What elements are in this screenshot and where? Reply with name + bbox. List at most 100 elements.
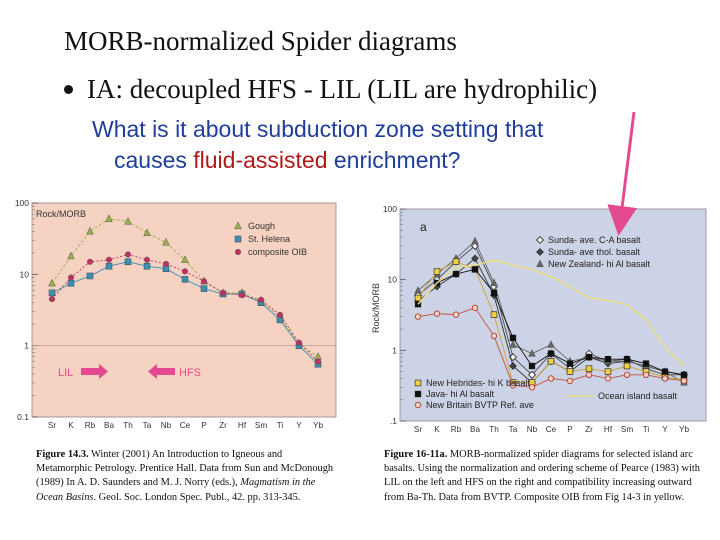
hfs-label: HFS <box>179 367 201 379</box>
x-tick-label-y: Y <box>662 425 668 434</box>
data-point-composite-oib-rb <box>86 258 94 265</box>
data-point-java-hi-al-basalt-rb <box>452 270 460 278</box>
panel-label: a <box>420 220 427 234</box>
data-point-new-hebrides-hi-k-basalt-hf <box>604 368 612 375</box>
arc-basalt-spider-diagram: 100 10 1 .1 Rock/MORB Sr K Rb Ba Th Ta Nb Ce P Zr Hf Sm T… <box>371 204 707 434</box>
data-point-new-britain-bvtp-ref-ave-ti <box>642 371 650 378</box>
data-point-composite-oib-zr <box>219 289 227 296</box>
x-tick-label-th: Th <box>123 421 133 429</box>
x-tick-label-k: K <box>68 421 74 429</box>
x-tick-label-nb: Nb <box>161 421 172 429</box>
data-point-java-hi-al-basalt-ti <box>642 360 650 367</box>
data-point-gough-ce <box>181 255 189 263</box>
data-point-java-hi-al-basalt-sm <box>623 356 631 363</box>
x-tick-label-ba: Ba <box>104 421 114 429</box>
data-point-new-britain-bvtp-ref-ave-rb <box>452 311 460 318</box>
x-tick-label-sm: Sm <box>621 425 633 434</box>
caption-left-italic: Magmatism in the Ocean Basins <box>36 477 316 503</box>
data-point-composite-oib-sm <box>257 296 265 303</box>
data-point-java-hi-al-basalt-yb <box>680 371 688 378</box>
legend-label-java-hi-al-basalt: Java- hi Al basalt <box>426 389 495 399</box>
x-tick-label-p: P <box>567 425 573 434</box>
data-point-new-zealand-hi-al-basalt-ce <box>547 340 555 348</box>
data-point-java-hi-al-basalt-nb <box>528 362 536 370</box>
data-point-gough-rb <box>86 226 94 235</box>
data-point-java-hi-al-basalt-ba <box>471 266 479 273</box>
data-point-composite-oib-ba <box>105 256 113 263</box>
y-axis-label: Rock/MORB <box>371 283 381 333</box>
lil-arrow-body <box>81 368 99 375</box>
data-point-composite-oib-y <box>295 339 303 346</box>
legend-label-sunda-ave-thol-basalt: Sunda- ave thol. basalt <box>548 247 641 257</box>
x-tick-label-sr: Sr <box>414 425 422 434</box>
data-point-new-britain-bvtp-ref-ave-ce <box>547 375 555 382</box>
legend-marker-sunda-ave-c-a-basalt <box>535 235 545 245</box>
legend-right: Sunda- ave. C-A basalt Sunda- ave thol. b… <box>414 235 678 410</box>
data-point-java-hi-al-basalt-hf <box>604 356 612 363</box>
caption-right: Figure 16-11a. MORB-normalized spider di… <box>384 448 706 505</box>
legend-label-st-helena: St. Helena <box>248 234 290 244</box>
y-tick-label: 100 <box>15 198 29 208</box>
data-point-new-britain-bvtp-ref-ave-th <box>490 332 498 340</box>
pointer-arrow-line <box>607 111 638 236</box>
data-point-new-britain-bvtp-ref-ave-ta <box>509 382 517 389</box>
caption-right-text: MORB-normalized spider diagrams for sele… <box>384 449 700 503</box>
slide-title: MORB-normalized Spider diagrams <box>64 26 457 56</box>
bullet-dot-icon <box>64 85 73 95</box>
data-point-gough-sr <box>48 278 56 287</box>
x-tick-label-ba: Ba <box>470 425 480 434</box>
legend-label-new-hebrides-hi-k-basalt: New Hebrides- hi K basalt <box>426 378 531 388</box>
data-point-composite-oib-k <box>67 274 75 281</box>
legend-label-ocean-island-basalt: Ocean island basalt <box>598 391 678 401</box>
bullet-point: IA: decoupled HFS - LIL (LIL are hydroph… <box>64 74 597 105</box>
data-point-gough-nb <box>162 237 170 246</box>
legend-left: Gough St. Helena composite OIB <box>234 221 307 257</box>
legend-marker-new-hebrides-hi-k-basalt <box>414 379 422 387</box>
data-point-sunda-ave-c-a-basalt-nb <box>527 370 537 379</box>
x-tick-label-zr: Zr <box>585 425 593 434</box>
data-point-gough-k <box>67 251 75 260</box>
legend-marker-composite-oib <box>234 248 242 256</box>
data-point-composite-oib-sr <box>48 296 56 303</box>
data-point-new-zealand-hi-al-basalt-nb <box>528 349 536 357</box>
legend-marker-new-britain-bvtp-ref-ave <box>414 401 422 409</box>
data-point-new-hebrides-hi-k-basalt-sm <box>623 362 631 370</box>
caption-left: Figure 14.3. Winter (2001) An Introducti… <box>36 448 336 505</box>
legend-marker-gough <box>234 221 242 230</box>
data-point-new-hebrides-hi-k-basalt-zr <box>585 365 593 372</box>
chart-1-plot-area <box>399 208 707 422</box>
x-tick-label-ce: Ce <box>546 425 557 434</box>
data-point-st-helena-rb <box>86 272 94 280</box>
y-tick-label: 100 <box>383 204 397 214</box>
data-point-new-zealand-hi-al-basalt-ta <box>509 340 517 348</box>
x-tick-label-yb: Yb <box>313 421 323 429</box>
x-tick-label-y: Y <box>296 421 302 429</box>
data-point-new-zealand-hi-al-basalt-ba <box>471 236 479 245</box>
data-point-sunda-ave-thol-basalt-ba <box>471 254 479 263</box>
oib-spider-diagram: 100 10 1 0.1 Rock/MORB Sr K Rb Ba Th Ta Nb Ce P Zr Hf Sm… <box>15 198 337 429</box>
data-point-java-hi-al-basalt-y <box>661 368 669 375</box>
x-tick-label-hf: Hf <box>238 421 247 429</box>
data-point-st-helena-p <box>200 285 208 292</box>
data-point-java-hi-al-basalt-p <box>566 360 574 367</box>
question-line-2: causes fluid-assisted enrichment? <box>92 145 543 176</box>
legend-marker-java-hi-al-basalt <box>414 390 422 398</box>
x-tick-label-ce: Ce <box>180 421 191 429</box>
y-tick-label: 10 <box>20 269 30 279</box>
data-point-gough-ba <box>105 214 113 222</box>
data-point-new-hebrides-hi-k-basalt-p <box>566 368 574 375</box>
x-tick-label-rb: Rb <box>85 421 96 429</box>
series-composite-oib <box>48 251 322 365</box>
data-point-st-helena-th <box>124 258 132 266</box>
lil-arrow-head-icon <box>99 364 108 379</box>
pointer-arrow <box>607 111 638 236</box>
data-point-composite-oib-nb <box>162 260 170 267</box>
data-point-new-britain-bvtp-ref-ave-p <box>566 377 574 384</box>
x-tick-label-yb: Yb <box>679 425 689 434</box>
data-point-composite-oib-ce <box>181 268 189 275</box>
x-tick-label-nb: Nb <box>527 425 538 434</box>
data-point-java-hi-al-basalt-ta <box>509 334 517 342</box>
data-point-new-zealand-hi-al-basalt-th <box>490 278 498 286</box>
x-tick-label-zr: Zr <box>219 421 227 429</box>
data-point-new-britain-bvtp-ref-ave-y <box>661 375 669 382</box>
